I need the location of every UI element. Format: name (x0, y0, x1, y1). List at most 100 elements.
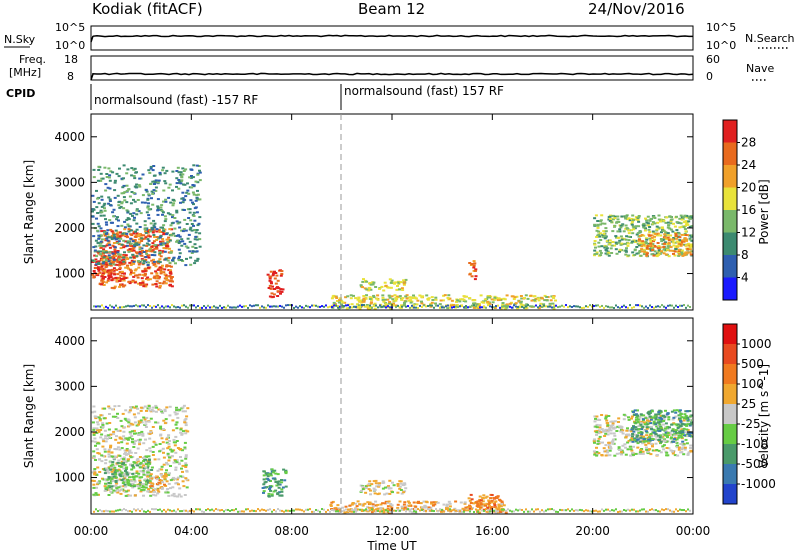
data-cell (112, 457, 116, 460)
data-cell (685, 306, 687, 309)
data-cell (604, 416, 608, 419)
data-cell (139, 305, 141, 308)
data-cell (605, 508, 607, 511)
data-cell (183, 183, 187, 186)
data-cell (629, 438, 633, 441)
data-cell (211, 508, 213, 511)
nsky-panel (90, 25, 694, 51)
data-cell (676, 244, 680, 247)
data-cell (352, 294, 355, 297)
data-cell (671, 304, 673, 307)
data-cell (138, 476, 142, 479)
data-cell (619, 224, 623, 227)
data-cell (573, 305, 575, 308)
data-cell (373, 509, 375, 512)
data-cell (439, 306, 441, 309)
data-cell (689, 215, 693, 218)
data-cell (374, 286, 378, 288)
data-cell (602, 447, 606, 450)
data-cell (169, 277, 173, 280)
data-cell (91, 421, 95, 424)
data-cell (521, 305, 523, 308)
colorbar-frame (722, 323, 738, 505)
data-cell (193, 304, 195, 307)
data-cell (686, 215, 690, 218)
data-cell (264, 472, 268, 475)
data-cell (181, 410, 185, 413)
data-cell (672, 222, 675, 225)
data-cell (148, 432, 152, 435)
data-cell (126, 453, 130, 455)
data-cell (653, 415, 657, 418)
data-cell (131, 438, 134, 441)
data-cell (593, 240, 597, 242)
data-cell (615, 508, 617, 511)
data-cell (107, 455, 111, 458)
data-cell (268, 295, 272, 298)
data-cell (153, 226, 157, 229)
data-cell (189, 219, 193, 222)
data-cell (305, 304, 307, 307)
data-cell (203, 305, 205, 308)
data-cell (640, 234, 644, 236)
data-cell (295, 508, 297, 511)
data-cell (603, 306, 605, 309)
data-cell (672, 244, 676, 247)
data-cell (446, 307, 450, 310)
data-cell (122, 164, 126, 167)
data-cell (118, 478, 122, 481)
data-cell (661, 423, 665, 426)
data-cell (620, 427, 624, 430)
data-cell (142, 251, 146, 253)
data-cell (634, 216, 638, 219)
data-cell (141, 273, 145, 276)
data-cell (581, 509, 583, 512)
data-cell (115, 469, 119, 472)
data-cell (674, 235, 678, 237)
data-cell (651, 306, 653, 309)
data-cell (333, 509, 335, 512)
data-cell (648, 244, 652, 247)
data-cell (134, 432, 138, 435)
data-cell (115, 448, 119, 451)
data-cell (684, 234, 688, 236)
data-cell (593, 243, 597, 246)
data-cell (165, 461, 168, 464)
data-cell (130, 430, 134, 433)
data-cell (370, 507, 374, 509)
data-cell (183, 494, 187, 496)
data-cell (273, 469, 277, 472)
data-cell (622, 418, 626, 421)
data-cell (91, 273, 95, 276)
data-cell (458, 300, 462, 303)
data-cell (480, 505, 484, 508)
data-cell (374, 479, 378, 482)
data-cell (591, 510, 593, 513)
data-cell (351, 502, 355, 504)
data-cell (162, 475, 166, 477)
data-cell (652, 423, 656, 426)
data-cell (372, 294, 376, 297)
data-cell (129, 432, 133, 435)
data-cell (187, 510, 189, 513)
data-cell (630, 223, 634, 226)
data-cell (133, 269, 137, 272)
data-cell (613, 509, 615, 512)
data-cell (103, 202, 107, 205)
data-cell (395, 306, 397, 309)
data-cell (365, 305, 367, 308)
data-cell (126, 168, 130, 171)
data-cell (131, 280, 135, 283)
data-cell (515, 508, 517, 511)
data-cell (667, 447, 671, 450)
colorbar-swatch (723, 444, 737, 465)
data-cell (635, 435, 639, 438)
data-cell (680, 423, 684, 426)
data-cell (592, 450, 596, 453)
data-cell (149, 222, 153, 225)
data-cell (132, 443, 136, 445)
data-cell (112, 489, 116, 492)
data-cell (158, 443, 162, 445)
data-cell (105, 422, 109, 425)
